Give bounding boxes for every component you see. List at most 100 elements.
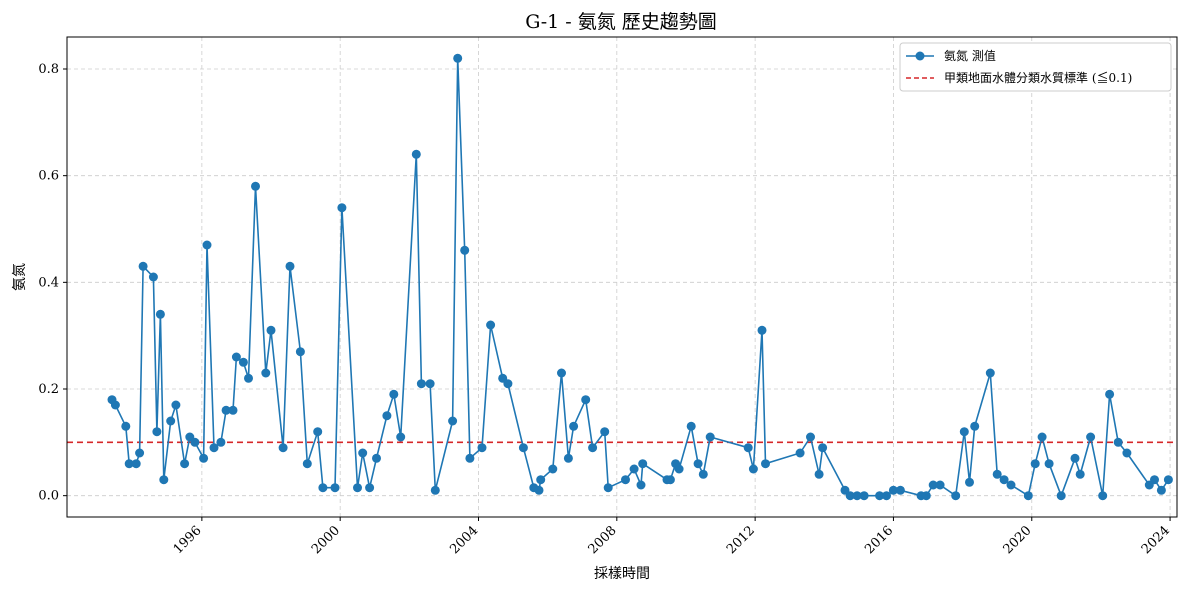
data-point [190, 437, 200, 447]
data-point [159, 475, 169, 485]
y-tick-label: 0.2 [38, 382, 59, 397]
legend: 氨氮 測值 甲類地面水體分類水質標準 (≦0.1) [899, 42, 1172, 92]
data-point [486, 320, 496, 330]
data-point [221, 405, 231, 415]
data-point [845, 491, 855, 501]
data-point [152, 427, 162, 437]
data-point [928, 480, 938, 490]
data-point [396, 432, 406, 442]
data-point [1105, 389, 1115, 399]
x-tick-label: 2016 [862, 523, 896, 557]
data-point [748, 464, 758, 474]
data-point [921, 491, 931, 501]
data-point [121, 421, 131, 431]
x-tick-label: 2012 [724, 523, 758, 557]
data-point [636, 480, 646, 490]
data-point [278, 443, 288, 453]
data-point [425, 379, 435, 389]
data-point [110, 400, 120, 410]
y-tick-label: 0.4 [38, 275, 59, 290]
x-tick-label: 2008 [586, 523, 620, 557]
data-point [603, 483, 613, 493]
series-layer [107, 53, 1173, 501]
data-point [518, 443, 528, 453]
data-point [238, 357, 248, 367]
legend-label-measured: 氨氮 測值 [944, 48, 996, 63]
data-point [1150, 475, 1159, 485]
data-point [209, 443, 219, 453]
data-point [665, 475, 675, 485]
data-point [131, 459, 141, 469]
data-point [569, 421, 579, 431]
data-point [965, 477, 974, 487]
data-point [337, 203, 347, 213]
data-point [698, 469, 708, 479]
data-point [261, 368, 271, 378]
data-point [295, 347, 305, 357]
data-point [818, 443, 828, 453]
data-point [743, 443, 753, 453]
data-point [411, 149, 421, 159]
series-line-measured [111, 58, 1170, 498]
y-tick-label: 0.6 [38, 169, 59, 184]
data-point [1037, 432, 1047, 442]
data-point [302, 459, 312, 469]
data-point [180, 459, 190, 469]
data-point [1006, 480, 1016, 490]
data-point [581, 395, 591, 405]
data-point [251, 181, 260, 191]
data-point [231, 352, 241, 362]
data-point [1044, 459, 1054, 469]
data-point [761, 459, 770, 469]
data-point [686, 421, 696, 431]
data-point [1156, 485, 1166, 495]
data-point [216, 437, 226, 447]
data-point [330, 483, 340, 493]
data-point [757, 325, 767, 335]
x-axis-ticks: 1996 2000 2004 2008 2012 2016 2020 2024 [171, 517, 1173, 557]
data-point [1023, 491, 1033, 501]
data-point [124, 459, 134, 469]
data-point [171, 400, 181, 410]
data-point [1056, 491, 1066, 501]
data-point [1070, 453, 1080, 463]
data-point [895, 485, 905, 495]
data-point [705, 432, 715, 442]
data-point [465, 453, 475, 463]
y-axis-ticks: 0.0 0.2 0.4 0.6 0.8 [38, 62, 67, 504]
plot-frame [66, 36, 1178, 518]
data-point [365, 483, 375, 493]
data-point [135, 448, 145, 458]
grid-layer [67, 37, 1177, 517]
data-point [693, 459, 703, 469]
data-point [430, 485, 440, 495]
data-point [1086, 432, 1096, 442]
data-point [1075, 469, 1085, 479]
data-point [563, 453, 573, 463]
data-point [557, 368, 566, 378]
data-point [999, 475, 1009, 485]
x-tick-label: 2020 [1001, 523, 1035, 557]
data-point [477, 443, 487, 453]
data-point [389, 389, 399, 399]
data-point [852, 491, 862, 501]
legend-label-standard: 甲類地面水體分類水質標準 (≦0.1) [944, 70, 1132, 85]
legend-marker-measured [915, 51, 925, 61]
data-point [875, 491, 885, 501]
data-point [202, 240, 212, 250]
data-point [148, 272, 158, 282]
data-point [588, 443, 598, 453]
data-point [548, 464, 558, 474]
x-tick-label: 2024 [1139, 523, 1173, 557]
data-point [199, 453, 209, 463]
data-point [935, 480, 945, 490]
data-point [453, 53, 463, 63]
data-point [951, 491, 961, 501]
data-point [534, 485, 544, 495]
data-point [372, 453, 381, 463]
data-point [992, 469, 1002, 479]
data-point [1163, 475, 1173, 485]
data-point [959, 427, 969, 437]
x-tick-label: 2000 [309, 523, 343, 557]
data-point [629, 464, 639, 474]
